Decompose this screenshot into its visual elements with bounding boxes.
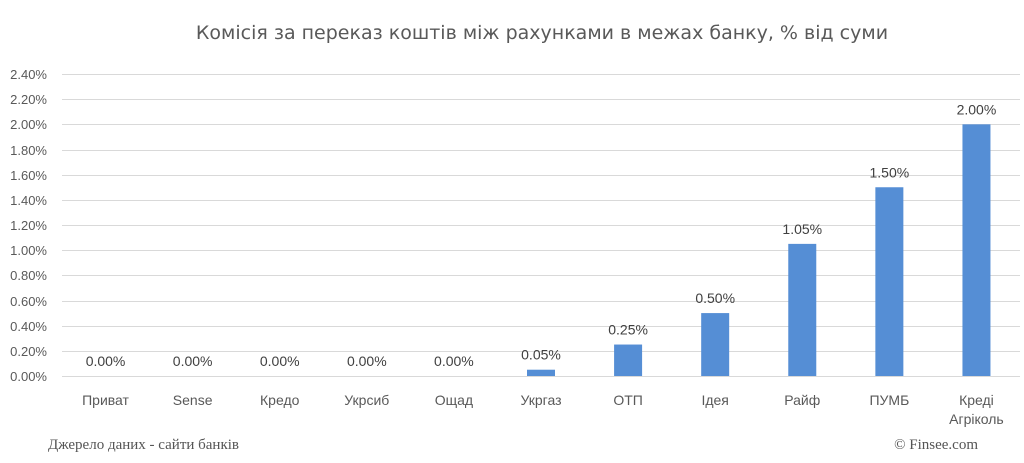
data-label: 1.50% [870, 164, 910, 180]
data-label: 2.00% [957, 101, 997, 117]
bar [701, 313, 730, 376]
y-tick-label: 0.00% [10, 369, 47, 384]
x-tick-label: Приват [82, 392, 129, 408]
data-labels: 0.00% 0.00% 0.00% 0.00% 0.00% 0.05% 0.25% 0.50%… [86, 101, 997, 369]
x-tick-label: Кредо [260, 392, 300, 408]
y-tick-label: 1.80% [10, 143, 47, 158]
x-tick-label: Райф [784, 392, 820, 408]
y-tick-label: 1.60% [10, 168, 47, 183]
y-tick-label: 0.40% [10, 319, 47, 334]
y-tick-label: 1.00% [10, 243, 47, 258]
data-label: 0.50% [695, 290, 735, 306]
data-label: 0.00% [434, 353, 474, 369]
bars [527, 124, 991, 376]
bar [614, 344, 643, 376]
data-label: 0.25% [608, 322, 648, 338]
y-tick-label: 2.20% [10, 92, 47, 107]
bar [788, 243, 817, 376]
bar [875, 187, 904, 376]
y-tick-label: 0.20% [10, 344, 47, 359]
data-source-note: Джерело даних - сайти банків [48, 437, 239, 453]
data-label: 0.00% [260, 353, 300, 369]
y-tick-label: 2.40% [10, 67, 47, 82]
bar [527, 369, 555, 376]
x-tick-label: Укрсиб [344, 392, 389, 408]
x-tick-label: Ощад [435, 392, 473, 408]
data-label: 1.05% [782, 221, 822, 237]
y-tick-label: 2.00% [10, 117, 47, 132]
data-label: 0.00% [173, 353, 213, 369]
y-axis-tick-labels: 0.00% 0.20% 0.40% 0.60% 0.80% 1.00% 1.20% 1.40%… [10, 67, 47, 384]
y-tick-label: 1.40% [10, 193, 47, 208]
x-tick-label: Ідея [701, 392, 728, 408]
data-label: 0.05% [521, 347, 561, 363]
x-tick-label: Sense [173, 392, 213, 408]
copyright-note: © Finsee.com [894, 437, 978, 453]
data-label: 0.00% [86, 353, 126, 369]
x-tick-label: ПУМБ [869, 392, 909, 408]
x-tick-label: ОТП [613, 392, 643, 408]
data-label: 0.00% [347, 353, 387, 369]
y-tick-label: 0.80% [10, 268, 47, 283]
y-tick-label: 0.60% [10, 294, 47, 309]
x-axis-tick-labels: Приват Sense Кредо Укрсиб Ощад Укргаз ОТП Ідея Р… [82, 392, 1004, 427]
bar [962, 124, 991, 376]
chart-title: Комісія за переказ коштів між рахунками … [196, 22, 888, 44]
y-tick-label: 1.20% [10, 218, 47, 233]
x-tick-label: Укргаз [520, 392, 561, 408]
gridlines [62, 74, 1020, 377]
x-tick-label: Креді Агріколь [949, 392, 1004, 427]
